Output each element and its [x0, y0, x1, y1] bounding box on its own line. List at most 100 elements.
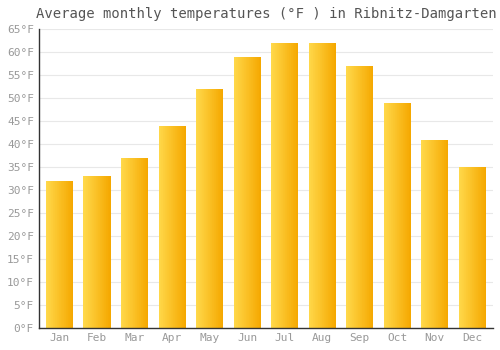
- Bar: [92, 176, 93, 328]
- Bar: [466, 167, 467, 328]
- Bar: [256, 57, 258, 328]
- Bar: [72, 181, 73, 328]
- Bar: [48, 181, 50, 328]
- Bar: [282, 43, 284, 328]
- Bar: [333, 43, 334, 328]
- Bar: [485, 167, 486, 328]
- Bar: [329, 43, 330, 328]
- Bar: [247, 57, 248, 328]
- Bar: [369, 66, 370, 328]
- Bar: [346, 66, 347, 328]
- Bar: [328, 43, 329, 328]
- Bar: [323, 43, 324, 328]
- Bar: [185, 126, 186, 328]
- Bar: [206, 89, 207, 328]
- Bar: [217, 89, 218, 328]
- Bar: [162, 126, 164, 328]
- Bar: [158, 126, 159, 328]
- Bar: [213, 89, 214, 328]
- Bar: [324, 43, 325, 328]
- Bar: [463, 167, 464, 328]
- Bar: [174, 126, 175, 328]
- Bar: [246, 57, 247, 328]
- Bar: [108, 176, 109, 328]
- Bar: [258, 57, 260, 328]
- Bar: [106, 176, 107, 328]
- Bar: [465, 167, 466, 328]
- Bar: [433, 140, 434, 328]
- Bar: [289, 43, 290, 328]
- Bar: [133, 158, 134, 328]
- Bar: [390, 103, 391, 328]
- Bar: [245, 57, 246, 328]
- Bar: [482, 167, 483, 328]
- Bar: [197, 89, 198, 328]
- Bar: [178, 126, 179, 328]
- Bar: [46, 181, 48, 328]
- Bar: [95, 176, 96, 328]
- Bar: [60, 181, 61, 328]
- Bar: [405, 103, 406, 328]
- Bar: [368, 66, 369, 328]
- Bar: [319, 43, 320, 328]
- Bar: [354, 66, 355, 328]
- Bar: [315, 43, 316, 328]
- Bar: [219, 89, 220, 328]
- Bar: [182, 126, 183, 328]
- Bar: [244, 57, 245, 328]
- Bar: [243, 57, 244, 328]
- Bar: [385, 103, 386, 328]
- Bar: [353, 66, 354, 328]
- Bar: [205, 89, 206, 328]
- Bar: [146, 158, 148, 328]
- Bar: [102, 176, 103, 328]
- Bar: [391, 103, 392, 328]
- Bar: [286, 43, 288, 328]
- Bar: [310, 43, 311, 328]
- Bar: [201, 89, 202, 328]
- Bar: [87, 176, 88, 328]
- Bar: [440, 140, 441, 328]
- Bar: [272, 43, 273, 328]
- Bar: [474, 167, 475, 328]
- Bar: [93, 176, 94, 328]
- Bar: [234, 57, 235, 328]
- Bar: [124, 158, 125, 328]
- Bar: [101, 176, 102, 328]
- Bar: [52, 181, 54, 328]
- Bar: [241, 57, 242, 328]
- Bar: [364, 66, 365, 328]
- Bar: [442, 140, 443, 328]
- Bar: [291, 43, 292, 328]
- Bar: [426, 140, 427, 328]
- Bar: [216, 89, 217, 328]
- Bar: [367, 66, 368, 328]
- Bar: [480, 167, 481, 328]
- Bar: [318, 43, 319, 328]
- Bar: [210, 89, 211, 328]
- Bar: [249, 57, 250, 328]
- Bar: [121, 158, 122, 328]
- Bar: [62, 181, 63, 328]
- Bar: [220, 89, 221, 328]
- Bar: [131, 158, 132, 328]
- Bar: [293, 43, 294, 328]
- Bar: [321, 43, 322, 328]
- Bar: [175, 126, 176, 328]
- Bar: [439, 140, 440, 328]
- Bar: [316, 43, 317, 328]
- Bar: [97, 176, 98, 328]
- Bar: [99, 176, 100, 328]
- Bar: [104, 176, 105, 328]
- Bar: [352, 66, 353, 328]
- Bar: [360, 66, 361, 328]
- Bar: [209, 89, 210, 328]
- Bar: [64, 181, 65, 328]
- Bar: [211, 89, 212, 328]
- Bar: [447, 140, 448, 328]
- Bar: [424, 140, 426, 328]
- Bar: [445, 140, 446, 328]
- Bar: [240, 57, 241, 328]
- Bar: [184, 126, 185, 328]
- Bar: [208, 89, 209, 328]
